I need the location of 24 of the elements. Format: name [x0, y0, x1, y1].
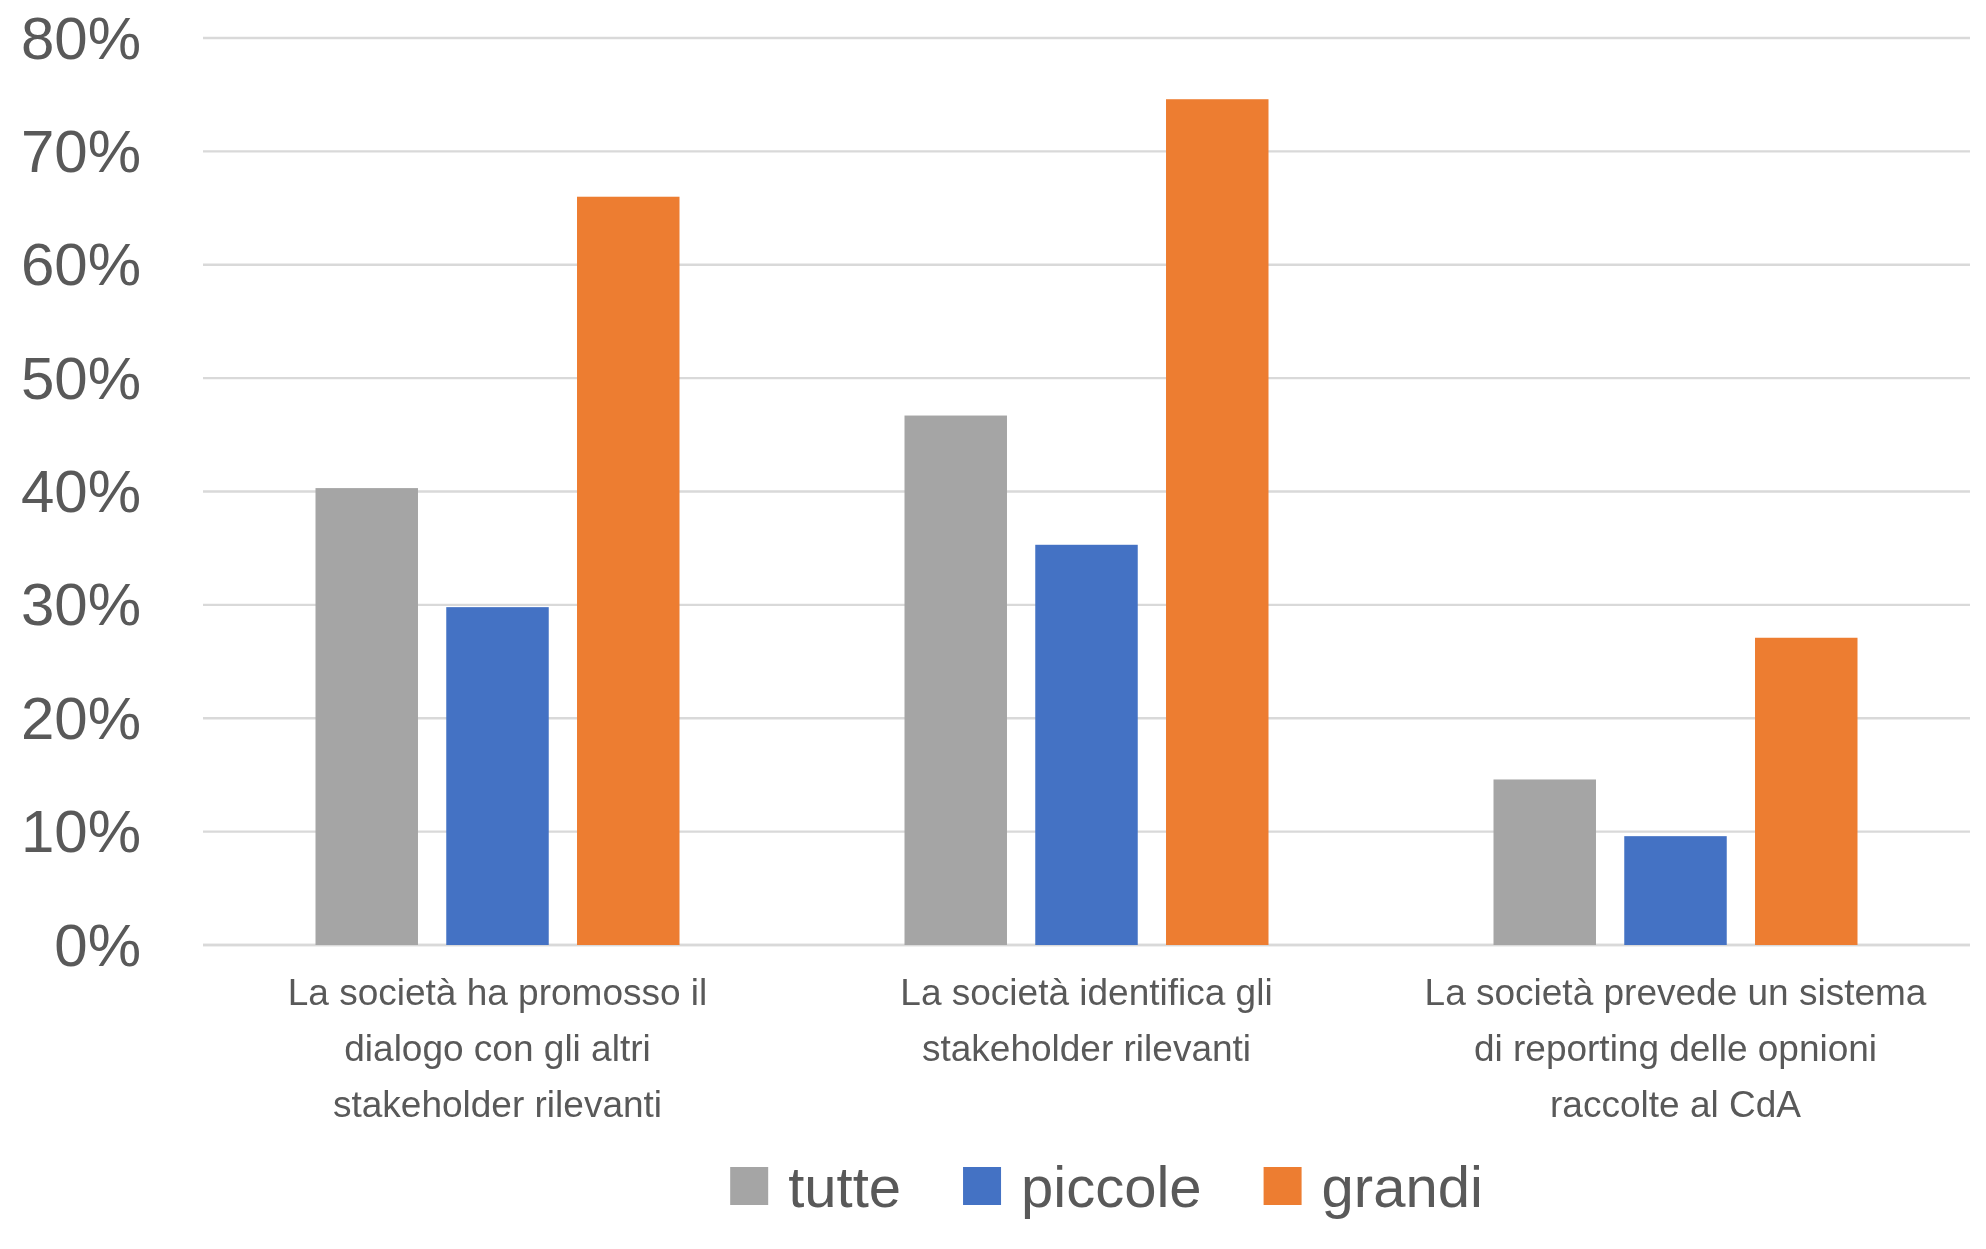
- y-tick-label: 10%: [20, 798, 141, 866]
- bar: [446, 607, 549, 945]
- y-tick-label: 20%: [20, 684, 141, 752]
- legend-label: grandi: [1321, 1153, 1483, 1219]
- bar: [904, 415, 1007, 945]
- bar: [1493, 779, 1596, 945]
- y-tick-label: 30%: [20, 571, 141, 639]
- y-tick-label: 40%: [20, 458, 141, 525]
- bar: [315, 488, 418, 945]
- y-tick-label: 50%: [20, 344, 141, 412]
- bar: [1035, 544, 1138, 945]
- y-tick-label: 60%: [20, 231, 141, 299]
- bar: [577, 196, 680, 945]
- bar: [1624, 836, 1727, 945]
- y-tick-label: 0%: [54, 911, 141, 979]
- bar: [1166, 99, 1269, 945]
- x-tick-label: La società prevede un sistema di reporting delle opnioni raccolte al CdA: [1424, 972, 1927, 1125]
- x-tick-label: La società ha promosso il dialogo con gli altri stakeholder rilevanti: [287, 972, 708, 1125]
- bar: [1755, 637, 1858, 945]
- y-tick-label: 80%: [20, 4, 141, 72]
- x-tick-label: La società identifica gli stakeholder rilevanti: [900, 972, 1273, 1069]
- legend-label: piccole: [1021, 1153, 1202, 1219]
- y-tick-label: 70%: [20, 117, 141, 185]
- legend-label: tutte: [788, 1153, 902, 1219]
